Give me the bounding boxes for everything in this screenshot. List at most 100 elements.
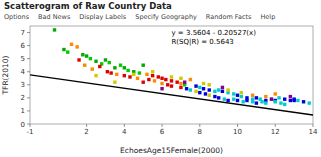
- point: [128, 75, 131, 78]
- point: [166, 83, 169, 86]
- point: [108, 61, 111, 64]
- point: [189, 78, 192, 81]
- point: [255, 96, 258, 99]
- point: [236, 99, 239, 102]
- point: [109, 71, 112, 74]
- point: [264, 101, 267, 104]
- point: [175, 80, 178, 83]
- y-tick: [27, 58, 30, 59]
- point: [208, 94, 211, 97]
- menu-item: Random Facts: [206, 13, 252, 21]
- point: [136, 77, 139, 80]
- regression-line: [30, 75, 313, 115]
- y-tick-label: 2: [21, 94, 25, 102]
- x-tick-label: 6: [160, 128, 165, 136]
- x-tick-label: 8: [198, 128, 202, 136]
- x-tick: [313, 124, 314, 127]
- point: [213, 95, 216, 98]
- point: [202, 87, 205, 90]
- point: [138, 71, 141, 74]
- point: [170, 79, 173, 82]
- point: [194, 84, 197, 87]
- point: [217, 88, 220, 91]
- point: [75, 45, 78, 48]
- point: [194, 90, 197, 93]
- point: [226, 99, 229, 102]
- point: [113, 66, 116, 69]
- point: [260, 100, 263, 103]
- marks: [30, 28, 313, 115]
- chart: Scatterogram of Raw Country DataOptionsB…: [0, 0, 321, 157]
- point: [160, 82, 163, 85]
- y-tick: [27, 45, 30, 46]
- point: [164, 78, 167, 81]
- menu-item: Options: [4, 13, 30, 21]
- x-tick: [30, 124, 31, 127]
- point: [160, 77, 163, 80]
- point: [277, 96, 280, 99]
- point: [115, 73, 118, 76]
- point: [221, 90, 224, 93]
- x-tick: [124, 124, 125, 127]
- point: [91, 67, 94, 70]
- point: [289, 95, 292, 98]
- point: [251, 100, 254, 103]
- point: [208, 83, 211, 86]
- point: [185, 87, 188, 90]
- point: [302, 100, 305, 103]
- point: [81, 53, 84, 56]
- point: [142, 80, 145, 83]
- y-tick: [27, 84, 30, 85]
- point: [308, 101, 311, 104]
- point: [226, 88, 229, 91]
- x-tick: [237, 124, 238, 127]
- x-tick-label: 12: [271, 128, 280, 136]
- point: [89, 57, 92, 60]
- point: [270, 97, 273, 100]
- point: [232, 92, 235, 95]
- point: [145, 73, 148, 76]
- point: [283, 97, 286, 100]
- y-axis-label: TFR(2010): [1, 55, 10, 95]
- point: [123, 66, 126, 69]
- point: [264, 95, 267, 98]
- point: [255, 101, 258, 104]
- menu-item: Display Labels: [79, 13, 127, 21]
- x-tick: [275, 124, 276, 127]
- x-tick-label: 10: [233, 128, 242, 136]
- y-tick-label: 5: [21, 55, 25, 63]
- point: [66, 50, 69, 53]
- plot-frame: [30, 26, 313, 124]
- point: [245, 99, 248, 102]
- point: [160, 87, 163, 90]
- point: [221, 86, 224, 89]
- y-tick-label: 1: [21, 107, 25, 115]
- point: [292, 99, 295, 102]
- x-tick-label: 2: [84, 128, 88, 136]
- point: [94, 60, 97, 63]
- y-tick: [27, 32, 30, 33]
- y-tick-label: 0: [21, 121, 25, 129]
- point: [204, 92, 207, 95]
- point: [241, 100, 244, 103]
- y-tick-label: 6: [21, 42, 26, 50]
- point: [274, 92, 277, 95]
- x-tick: [199, 124, 200, 127]
- menu-item: Specify Geography: [135, 13, 197, 21]
- point: [198, 86, 201, 89]
- point: [151, 70, 154, 73]
- x-tick: [86, 124, 87, 127]
- point: [296, 99, 299, 102]
- point: [98, 65, 101, 68]
- point: [70, 43, 73, 46]
- point: [183, 80, 186, 83]
- point: [240, 95, 243, 98]
- point: [153, 79, 156, 82]
- x-axis-label: EchoesAge15Female(2000): [120, 146, 223, 155]
- annotation: R(SQ|R) = 0.5643: [172, 38, 234, 46]
- menu-item: Help: [260, 13, 275, 21]
- point: [208, 88, 211, 91]
- x-tick-label: -1: [27, 128, 34, 136]
- x-tick-label: 4: [122, 128, 127, 136]
- point: [289, 99, 292, 102]
